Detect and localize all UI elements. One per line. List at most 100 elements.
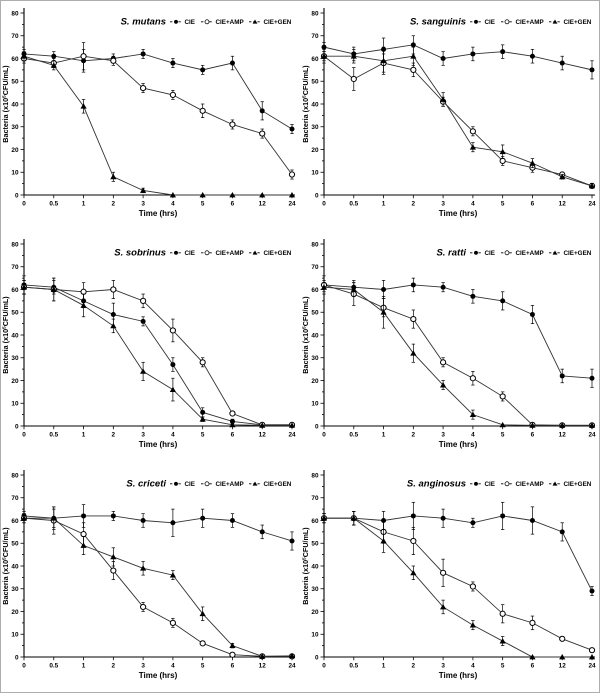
x-axis-label: Time (hrs) <box>439 440 478 449</box>
open-circle-marker <box>499 610 506 617</box>
y-tick-label: 80 <box>11 10 19 17</box>
legend-filled-triangle-icon <box>552 19 558 24</box>
legend-label: CIE+AMP <box>216 250 244 257</box>
filled-circle-marker <box>440 515 446 521</box>
filled-circle-marker <box>470 293 476 299</box>
filled-circle-marker <box>200 409 206 415</box>
filled-triangle-marker <box>499 638 506 644</box>
legend-item-CIE+AMP: CIE+AMP <box>501 481 544 488</box>
filled-triangle-marker <box>588 422 596 428</box>
y-tick-label: 70 <box>11 264 19 271</box>
x-tick-label: 1 <box>82 663 86 670</box>
filled-circle-marker <box>229 518 235 523</box>
x-axis-label: Time (hrs) <box>139 440 178 449</box>
filled-circle-marker <box>559 60 565 66</box>
x-tick-label: 12 <box>559 432 567 439</box>
filled-triangle-marker <box>229 421 236 428</box>
chart-title: S. sanguinis <box>410 17 466 28</box>
filled-circle-marker <box>410 513 416 519</box>
series-CIE+AMP <box>20 42 296 180</box>
filled-circle-marker <box>440 284 446 290</box>
series-CIE+GEN <box>320 511 596 660</box>
x-tick-label: 0 <box>322 201 326 208</box>
filled-triangle-marker <box>350 53 357 59</box>
x-axis-label: Time (hrs) <box>439 209 478 218</box>
open-circle-marker <box>410 537 417 545</box>
filled-triangle-marker <box>20 284 28 290</box>
filled-circle-marker <box>410 42 416 48</box>
filled-triangle-marker <box>320 53 328 59</box>
open-circle-marker <box>110 57 117 64</box>
filled-triangle-marker <box>199 192 206 198</box>
filled-triangle-marker <box>499 148 506 155</box>
x-tick-label: 12 <box>259 432 267 439</box>
x-tick-label: 12 <box>259 201 267 208</box>
x-tick-label: 12 <box>259 663 267 670</box>
series-line <box>23 286 292 426</box>
open-circle-marker <box>529 619 536 626</box>
open-circle-marker <box>499 393 506 400</box>
filled-circle-marker <box>440 56 446 61</box>
filled-triangle-marker <box>80 542 87 548</box>
series-line <box>23 53 293 130</box>
legend-filled-triangle-icon <box>552 250 558 255</box>
y-tick-label: 20 <box>311 378 319 385</box>
filled-circle-marker <box>259 529 265 535</box>
series-line <box>323 284 593 379</box>
y-tick-label: 80 <box>11 241 19 248</box>
y-tick-label: 10 <box>11 401 19 408</box>
y-axis-label: Bacteria (x105CFU/mL) <box>301 65 310 143</box>
series-line <box>323 44 593 71</box>
x-tick-label: 3 <box>141 432 145 439</box>
legend-filled-circle-icon <box>174 481 178 486</box>
y-tick-label: 40 <box>11 563 19 570</box>
open-circle-marker <box>110 286 117 293</box>
filled-circle-marker <box>529 53 535 59</box>
chart-s-mutans: 0 10 20 30 40 50 60 70 80 0 0.5 1 2 3 4 5 6 12 24 Time (hrs… <box>0 0 300 231</box>
series-line <box>324 517 593 651</box>
x-tick-label: 1 <box>382 201 386 208</box>
series-CIE+GEN <box>20 51 296 198</box>
legend-label: CIE+AMP <box>516 481 544 488</box>
filled-circle-marker <box>559 373 565 379</box>
y-tick-label: 30 <box>311 355 319 362</box>
filled-triangle-marker <box>410 350 417 356</box>
filled-triangle-marker <box>288 652 296 659</box>
y-tick-label: 0 <box>15 423 19 430</box>
filled-circle-marker <box>51 53 57 59</box>
filled-triangle-marker <box>80 103 87 109</box>
y-tick-label: 70 <box>11 495 19 502</box>
legend-item-CIE+GEN: CIE+GEN <box>249 19 292 26</box>
filled-circle-marker <box>140 518 146 523</box>
filled-triangle-marker <box>410 53 417 59</box>
legend-open-circle-icon <box>204 250 210 256</box>
open-circle-marker <box>80 288 87 295</box>
series-line <box>324 55 593 187</box>
x-tick-label: 0.5 <box>49 201 58 208</box>
x-tick-label: 6 <box>531 663 535 670</box>
series-line <box>24 517 293 657</box>
x-tick-label: 5 <box>201 201 205 208</box>
series-CIE+GEN <box>20 277 296 428</box>
x-tick-label: 1 <box>382 432 386 439</box>
legend-filled-circle-icon <box>174 250 178 255</box>
filled-triangle-marker <box>288 422 296 428</box>
filled-triangle-marker <box>529 160 536 166</box>
open-circle-marker <box>410 66 417 73</box>
chart-title: S. sobrinus <box>114 248 166 259</box>
series-CIE <box>321 501 595 596</box>
y-tick-label: 10 <box>11 170 19 177</box>
axis-ticks <box>320 474 593 661</box>
y-tick-label: 40 <box>311 101 319 108</box>
x-tick-label: 24 <box>588 663 596 670</box>
x-tick-label: 2 <box>412 663 416 670</box>
filled-triangle-marker <box>529 654 536 660</box>
series-CIE <box>21 275 295 428</box>
x-tick-label: 4 <box>471 663 475 670</box>
series-CIE+AMP <box>320 49 596 189</box>
series-CIE+GEN <box>320 282 596 428</box>
legend-item-CIE+AMP: CIE+AMP <box>201 481 244 488</box>
